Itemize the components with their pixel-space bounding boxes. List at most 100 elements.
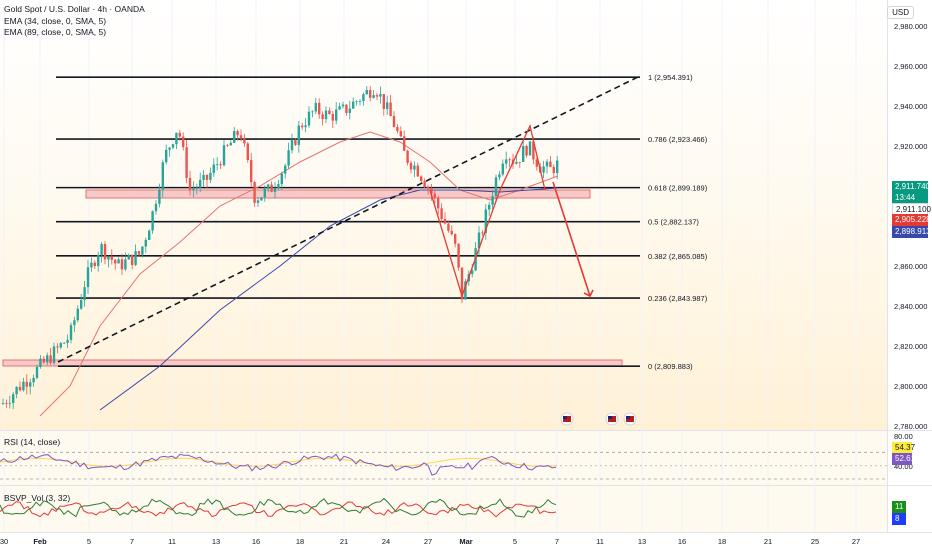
candle-body bbox=[392, 116, 396, 128]
rsi-line[interactable] bbox=[0, 453, 557, 476]
candle-body bbox=[222, 145, 226, 166]
candle-body bbox=[212, 164, 215, 173]
vol-sell-line[interactable] bbox=[0, 501, 557, 518]
ema34-legend[interactable]: EMA (34, close, 0, SMA, 5) bbox=[4, 15, 107, 26]
candle-body bbox=[423, 181, 426, 188]
y-tick-label: 2,780.000 bbox=[894, 422, 927, 431]
candle-body bbox=[63, 342, 66, 344]
supply-demand-zone[interactable] bbox=[2, 359, 623, 367]
candle-body bbox=[185, 147, 188, 178]
x-tick-label: 16 bbox=[252, 537, 260, 546]
candle-body bbox=[188, 177, 192, 191]
candle-body bbox=[178, 132, 181, 137]
candle-body bbox=[161, 162, 164, 190]
vol-label[interactable]: BSVP_Vol (3, 32) bbox=[4, 493, 71, 503]
pattern-drawing[interactable] bbox=[429, 124, 546, 299]
candle-body bbox=[154, 203, 158, 212]
rsi-tick-label: 40.00 bbox=[894, 462, 913, 471]
y-tick-label: 2,840.000 bbox=[894, 302, 927, 311]
candle-body bbox=[430, 188, 433, 194]
candle-body bbox=[338, 106, 341, 110]
candle-body bbox=[18, 386, 22, 391]
candle-body bbox=[416, 165, 419, 177]
ema89-legend[interactable]: EMA (89, close, 0, SMA, 5) bbox=[4, 27, 107, 37]
candle-body bbox=[389, 102, 392, 117]
candle-body bbox=[233, 131, 236, 143]
candle-body bbox=[165, 149, 168, 163]
candle-body bbox=[250, 160, 253, 183]
candle-body bbox=[396, 127, 399, 132]
candle-body bbox=[542, 166, 545, 173]
fib-level-label: 0.786 (2,923.466) bbox=[648, 135, 708, 144]
rsi-label[interactable]: RSI (14, close) bbox=[4, 437, 61, 447]
vol-value-tag-bottom: 8 bbox=[892, 513, 906, 525]
y-tick-label: 2,800.000 bbox=[894, 382, 927, 391]
x-tick-label: Feb bbox=[33, 537, 47, 546]
candle-body bbox=[8, 402, 11, 404]
candle-body bbox=[375, 95, 379, 97]
candle-body bbox=[12, 394, 15, 403]
candle-body bbox=[175, 132, 178, 145]
candle-body bbox=[457, 243, 460, 268]
candle-body bbox=[348, 108, 351, 113]
candle-body bbox=[273, 187, 277, 192]
rsi-tick-label: 80.00 bbox=[894, 432, 913, 441]
y-tick-label: 2,920.000 bbox=[894, 142, 927, 151]
ema89-line[interactable] bbox=[99, 187, 559, 411]
candle-body bbox=[192, 188, 195, 191]
candle-body bbox=[379, 94, 382, 97]
vol-buy-line[interactable] bbox=[0, 497, 557, 518]
currency-button[interactable]: USD bbox=[887, 6, 914, 19]
candle-body bbox=[134, 251, 137, 265]
projection-arrow[interactable] bbox=[552, 181, 591, 297]
candle-body bbox=[216, 164, 219, 166]
candle-body bbox=[369, 89, 372, 98]
x-tick-label: Mar bbox=[459, 537, 472, 546]
candle-body bbox=[100, 243, 103, 255]
candle-body bbox=[29, 382, 32, 387]
candle-body bbox=[195, 187, 198, 189]
x-tick-label: 5 bbox=[513, 537, 517, 546]
ema89-price-tag: 2,898.913 bbox=[892, 226, 931, 238]
candle-body bbox=[505, 159, 508, 164]
candle-body bbox=[256, 200, 260, 203]
candle-body bbox=[1, 403, 5, 404]
candle-body bbox=[229, 142, 232, 146]
candle-body bbox=[552, 167, 555, 174]
y-tick-label: 2,960.000 bbox=[894, 62, 927, 71]
candle-body bbox=[39, 358, 42, 367]
vol-pane-background bbox=[0, 486, 887, 532]
candle-body bbox=[90, 262, 93, 268]
candle-body bbox=[117, 259, 120, 264]
candle-body bbox=[386, 102, 389, 109]
candle-body bbox=[345, 104, 348, 113]
candle-body bbox=[260, 197, 263, 201]
price-pane-background bbox=[0, 0, 887, 430]
candle-body bbox=[83, 287, 86, 300]
x-tick-label: 25 bbox=[811, 537, 819, 546]
candle-body bbox=[304, 125, 307, 128]
ema34-price-tag: 2,905.228 bbox=[892, 214, 931, 226]
candle-body bbox=[49, 355, 52, 363]
candle-body bbox=[471, 270, 474, 274]
candle-body bbox=[409, 162, 413, 170]
candle-body bbox=[358, 101, 362, 102]
candle-body bbox=[144, 239, 147, 247]
y-tick-label: 2,940.000 bbox=[894, 102, 927, 111]
candle-body bbox=[365, 89, 368, 95]
candle-body bbox=[501, 163, 504, 175]
supply-demand-zone[interactable] bbox=[85, 189, 591, 199]
candle-body bbox=[481, 232, 484, 234]
rsi-signal-line[interactable] bbox=[0, 457, 557, 467]
x-tick-label: 11 bbox=[596, 537, 604, 546]
dashed-trendline[interactable] bbox=[57, 75, 641, 363]
candle-body bbox=[59, 343, 62, 348]
candle-body bbox=[321, 114, 324, 120]
symbol-title[interactable]: Gold Spot / U.S. Dollar · 4h · OANDA bbox=[4, 4, 145, 14]
candle-body bbox=[267, 184, 270, 189]
ema34-line[interactable] bbox=[39, 131, 559, 417]
y-tick-label: 2,860.000 bbox=[894, 262, 927, 271]
candle-body bbox=[35, 366, 39, 378]
